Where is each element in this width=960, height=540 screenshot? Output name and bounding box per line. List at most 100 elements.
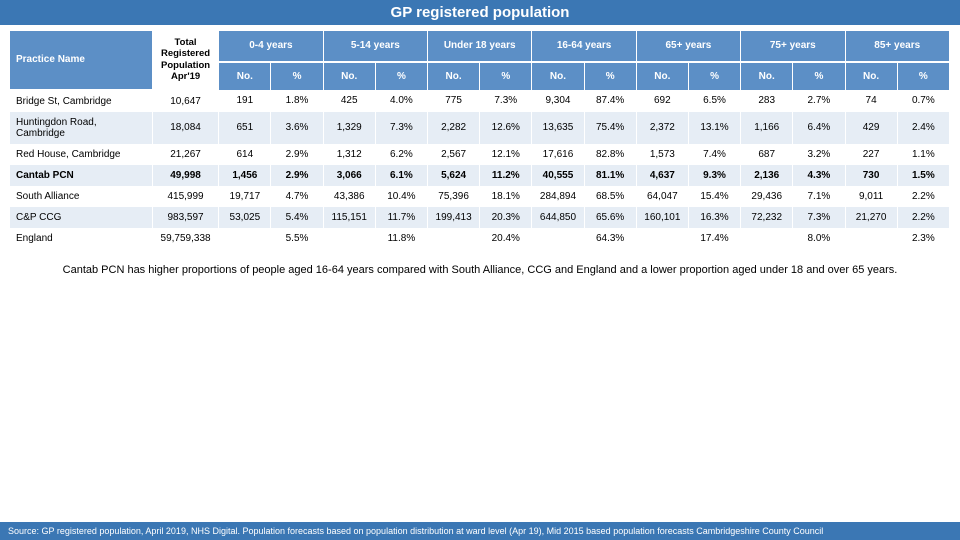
cell-practice-name: C&P CCG xyxy=(10,207,152,228)
cell-no: 40,555 xyxy=(532,165,584,186)
cell-no: 2,282 xyxy=(428,112,480,144)
cell-no: 687 xyxy=(741,144,793,165)
cell-pct: 20.4% xyxy=(480,228,532,249)
cell-no: 9,011 xyxy=(845,186,897,207)
cell-pct: 6.5% xyxy=(688,90,740,112)
col-sub-pct: % xyxy=(480,62,532,90)
cell-no: 775 xyxy=(428,90,480,112)
table-header: Practice Name Total Registered Populatio… xyxy=(10,31,950,90)
cell-pct: 65.6% xyxy=(584,207,636,228)
cell-pct: 3.6% xyxy=(271,112,323,144)
col-group-2: Under 18 years xyxy=(428,31,532,62)
source-footer: Source: GP registered population, April … xyxy=(0,522,960,540)
cell-pct: 4.0% xyxy=(375,90,427,112)
col-practice-name: Practice Name xyxy=(10,31,152,90)
cell-no xyxy=(845,228,897,249)
cell-pct: 2.7% xyxy=(793,90,845,112)
cell-total: 983,597 xyxy=(152,207,218,228)
cell-no: 1,456 xyxy=(219,165,271,186)
cell-pct: 11.2% xyxy=(480,165,532,186)
col-sub-pct: % xyxy=(897,62,949,90)
cell-no: 2,372 xyxy=(636,112,688,144)
cell-no xyxy=(636,228,688,249)
cell-pct: 7.4% xyxy=(688,144,740,165)
cell-pct: 1.1% xyxy=(897,144,949,165)
cell-no: 115,151 xyxy=(323,207,375,228)
cell-pct: 9.3% xyxy=(688,165,740,186)
table-container: Practice Name Total Registered Populatio… xyxy=(0,25,960,249)
col-total: Total Registered Population Apr'19 xyxy=(152,31,218,90)
cell-pct: 3.2% xyxy=(793,144,845,165)
cell-no: 17,616 xyxy=(532,144,584,165)
table-row: Red House, Cambridge21,2676142.9%1,3126.… xyxy=(10,144,950,165)
cell-pct: 7.3% xyxy=(793,207,845,228)
cell-no: 72,232 xyxy=(741,207,793,228)
cell-total: 21,267 xyxy=(152,144,218,165)
col-sub-no: No. xyxy=(428,62,480,90)
cell-pct: 0.7% xyxy=(897,90,949,112)
cell-no: 1,312 xyxy=(323,144,375,165)
table-row: Bridge St, Cambridge10,6471911.8%4254.0%… xyxy=(10,90,950,112)
cell-practice-name: Huntingdon Road, Cambridge xyxy=(10,112,152,144)
cell-no: 730 xyxy=(845,165,897,186)
cell-no: 1,573 xyxy=(636,144,688,165)
cell-pct: 11.7% xyxy=(375,207,427,228)
col-sub-pct: % xyxy=(584,62,636,90)
table-row: England59,759,3385.5%11.8%20.4%64.3%17.4… xyxy=(10,228,950,249)
cell-pct: 87.4% xyxy=(584,90,636,112)
cell-pct: 7.1% xyxy=(793,186,845,207)
cell-pct: 6.1% xyxy=(375,165,427,186)
cell-practice-name: England xyxy=(10,228,152,249)
cell-practice-name: Red House, Cambridge xyxy=(10,144,152,165)
col-sub-pct: % xyxy=(793,62,845,90)
cell-no: 74 xyxy=(845,90,897,112)
cell-no xyxy=(323,228,375,249)
cell-pct: 4.3% xyxy=(793,165,845,186)
cell-no: 284,894 xyxy=(532,186,584,207)
cell-no: 644,850 xyxy=(532,207,584,228)
cell-no: 29,436 xyxy=(741,186,793,207)
cell-no: 160,101 xyxy=(636,207,688,228)
cell-pct: 10.4% xyxy=(375,186,427,207)
col-sub-no: No. xyxy=(532,62,584,90)
cell-pct: 82.8% xyxy=(584,144,636,165)
cell-no: 283 xyxy=(741,90,793,112)
cell-no: 651 xyxy=(219,112,271,144)
col-group-5: 75+ years xyxy=(741,31,845,62)
cell-no: 64,047 xyxy=(636,186,688,207)
table-row: Cantab PCN49,9981,4562.9%3,0666.1%5,6241… xyxy=(10,165,950,186)
cell-no: 199,413 xyxy=(428,207,480,228)
col-sub-no: No. xyxy=(219,62,271,90)
cell-pct: 6.2% xyxy=(375,144,427,165)
cell-no: 53,025 xyxy=(219,207,271,228)
cell-no: 3,066 xyxy=(323,165,375,186)
col-sub-pct: % xyxy=(688,62,740,90)
cell-no: 9,304 xyxy=(532,90,584,112)
col-group-6: 85+ years xyxy=(845,31,950,62)
col-sub-no: No. xyxy=(845,62,897,90)
cell-no: 13,635 xyxy=(532,112,584,144)
col-group-1: 5-14 years xyxy=(323,31,427,62)
cell-pct: 5.5% xyxy=(271,228,323,249)
col-group-3: 16-64 years xyxy=(532,31,636,62)
cell-no: 43,386 xyxy=(323,186,375,207)
table-row: Huntingdon Road, Cambridge18,0846513.6%1… xyxy=(10,112,950,144)
cell-no xyxy=(532,228,584,249)
col-sub-no: No. xyxy=(741,62,793,90)
cell-pct: 2.2% xyxy=(897,207,949,228)
cell-pct: 12.6% xyxy=(480,112,532,144)
cell-total: 10,647 xyxy=(152,90,218,112)
cell-no: 19,717 xyxy=(219,186,271,207)
cell-pct: 7.3% xyxy=(375,112,427,144)
cell-pct: 4.7% xyxy=(271,186,323,207)
cell-no: 692 xyxy=(636,90,688,112)
cell-pct: 12.1% xyxy=(480,144,532,165)
cell-pct: 20.3% xyxy=(480,207,532,228)
cell-no: 1,329 xyxy=(323,112,375,144)
cell-no: 614 xyxy=(219,144,271,165)
cell-no: 75,396 xyxy=(428,186,480,207)
col-sub-pct: % xyxy=(271,62,323,90)
cell-total: 415,999 xyxy=(152,186,218,207)
cell-no: 191 xyxy=(219,90,271,112)
col-sub-no: No. xyxy=(323,62,375,90)
